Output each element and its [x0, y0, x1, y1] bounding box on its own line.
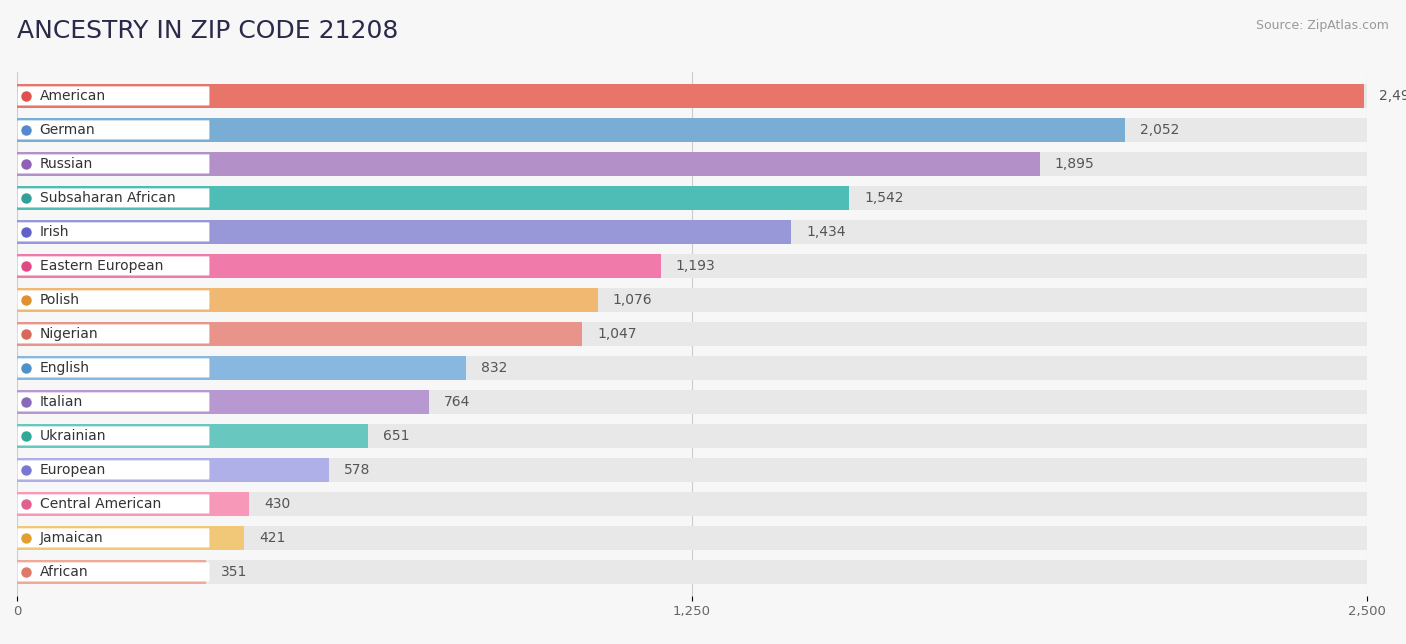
FancyBboxPatch shape	[17, 189, 209, 207]
FancyBboxPatch shape	[17, 222, 209, 242]
Text: 651: 651	[384, 429, 409, 443]
Text: 832: 832	[481, 361, 508, 375]
Text: Russian: Russian	[39, 157, 93, 171]
Text: Jamaican: Jamaican	[39, 531, 103, 545]
FancyBboxPatch shape	[17, 460, 209, 479]
Text: 1,434: 1,434	[806, 225, 845, 239]
FancyBboxPatch shape	[17, 256, 209, 276]
Text: German: German	[39, 123, 96, 137]
Bar	[17, 491, 1367, 516]
Bar	[17, 152, 1367, 176]
Text: Source: ZipAtlas.com: Source: ZipAtlas.com	[1256, 19, 1389, 32]
Bar	[17, 254, 661, 278]
Text: African: African	[39, 565, 89, 579]
Bar	[17, 254, 1367, 278]
Bar	[17, 355, 1367, 380]
Bar	[17, 84, 1367, 108]
FancyBboxPatch shape	[17, 86, 209, 106]
Bar	[17, 458, 329, 482]
Text: Subsaharan African: Subsaharan African	[39, 191, 176, 205]
Bar	[17, 152, 1040, 176]
Text: Polish: Polish	[39, 293, 80, 307]
Bar	[17, 526, 245, 550]
Text: European: European	[39, 463, 105, 477]
Bar	[17, 390, 429, 414]
Bar	[17, 220, 1367, 244]
Bar	[17, 118, 1125, 142]
Bar	[17, 491, 249, 516]
FancyBboxPatch shape	[17, 290, 209, 310]
Bar	[17, 84, 1364, 108]
Text: 430: 430	[264, 497, 290, 511]
Bar	[17, 560, 207, 584]
Bar	[17, 424, 368, 448]
FancyBboxPatch shape	[17, 528, 209, 547]
Text: 1,076: 1,076	[613, 293, 652, 307]
Text: ANCESTRY IN ZIP CODE 21208: ANCESTRY IN ZIP CODE 21208	[17, 19, 398, 43]
Text: 1,193: 1,193	[676, 259, 716, 273]
Bar	[17, 321, 582, 346]
Bar	[17, 118, 1367, 142]
Text: Ukrainian: Ukrainian	[39, 429, 107, 443]
Bar	[17, 321, 1367, 346]
Text: 2,052: 2,052	[1140, 123, 1180, 137]
FancyBboxPatch shape	[17, 392, 209, 412]
FancyBboxPatch shape	[17, 155, 209, 173]
Text: Irish: Irish	[39, 225, 69, 239]
FancyBboxPatch shape	[17, 325, 209, 343]
Bar	[17, 220, 792, 244]
FancyBboxPatch shape	[17, 562, 209, 582]
Bar	[17, 560, 1367, 584]
Text: 764: 764	[444, 395, 471, 409]
Text: Eastern European: Eastern European	[39, 259, 163, 273]
Text: 2,495: 2,495	[1379, 89, 1406, 103]
FancyBboxPatch shape	[17, 495, 209, 513]
Text: Central American: Central American	[39, 497, 160, 511]
Text: 351: 351	[221, 565, 247, 579]
Text: English: English	[39, 361, 90, 375]
Text: 578: 578	[344, 463, 370, 477]
Text: 421: 421	[259, 531, 285, 545]
Text: Nigerian: Nigerian	[39, 327, 98, 341]
Bar	[17, 185, 1367, 210]
Bar	[17, 355, 465, 380]
Text: Italian: Italian	[39, 395, 83, 409]
Bar	[17, 288, 1367, 312]
Text: 1,542: 1,542	[865, 191, 904, 205]
Text: American: American	[39, 89, 105, 103]
Text: 1,895: 1,895	[1054, 157, 1095, 171]
FancyBboxPatch shape	[17, 120, 209, 140]
Bar	[17, 288, 598, 312]
Bar	[17, 185, 849, 210]
Bar	[17, 390, 1367, 414]
FancyBboxPatch shape	[17, 426, 209, 446]
FancyBboxPatch shape	[17, 358, 209, 377]
Bar	[17, 458, 1367, 482]
Bar	[17, 526, 1367, 550]
Bar	[17, 424, 1367, 448]
Text: 1,047: 1,047	[598, 327, 637, 341]
